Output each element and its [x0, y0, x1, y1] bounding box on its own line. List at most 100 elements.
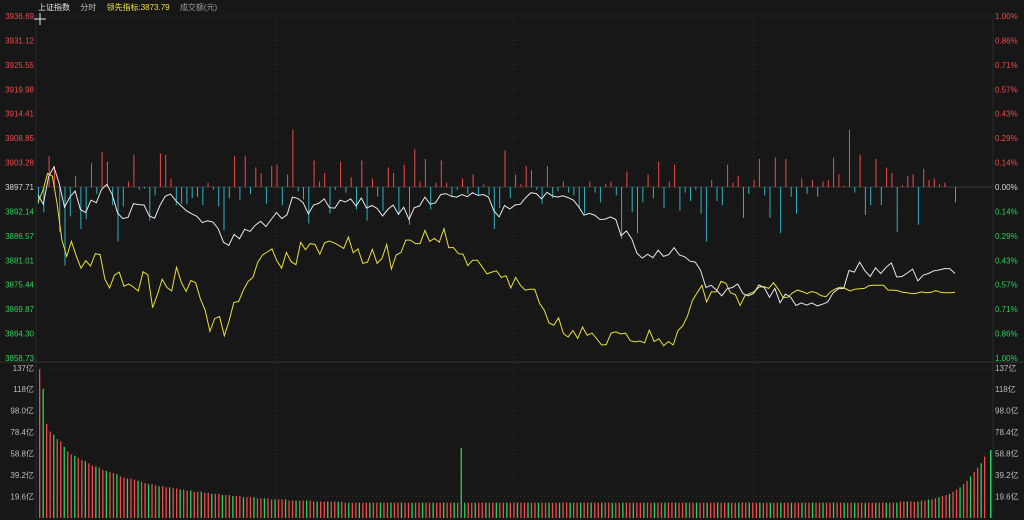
- momentum-bar: [796, 187, 797, 214]
- momentum-bar: [101, 152, 103, 187]
- volume-bar: [555, 502, 557, 518]
- volume-bar: [910, 501, 912, 518]
- price-tick-label: 3925.55: [5, 61, 34, 70]
- volume-bar: [703, 502, 705, 518]
- volume-bar: [225, 495, 227, 518]
- momentum-bar: [774, 157, 776, 187]
- volume-bar: [646, 502, 649, 518]
- volume-bar: [379, 502, 382, 518]
- volume-bar: [548, 502, 550, 518]
- momentum-bar: [684, 187, 686, 193]
- momentum-bar: [843, 185, 845, 187]
- momentum-bar: [621, 187, 623, 239]
- volume-bar: [98, 467, 100, 518]
- percent-tick-label: 1.00%: [995, 354, 1018, 363]
- volume-bar: [927, 499, 930, 518]
- momentum-bar: [822, 181, 824, 187]
- percent-tick-label: 0.29%: [995, 232, 1018, 241]
- tab-intraday[interactable]: 分时: [80, 3, 97, 12]
- momentum-bar: [75, 175, 77, 187]
- momentum-bar: [387, 167, 389, 187]
- volume-bar: [60, 441, 62, 518]
- percent-tick-label: 0.43%: [995, 110, 1018, 119]
- volume-bar: [755, 502, 757, 518]
- price-axis-left: 3936.69 3931.12 3925.55 3919.98 3914.41 3908.…: [5, 12, 34, 363]
- momentum-bar: [440, 160, 442, 187]
- volume-bar: [263, 498, 266, 518]
- momentum-bar: [615, 187, 617, 196]
- volume-bar: [562, 502, 564, 518]
- volume-bar: [428, 502, 431, 518]
- volume-bar: [393, 502, 396, 518]
- volume-label: 成交额(元): [179, 3, 218, 12]
- volume-bar: [67, 451, 69, 518]
- volume-bar: [899, 501, 901, 518]
- volume-bar: [878, 502, 880, 518]
- volume-bar: [530, 502, 533, 518]
- momentum-bar: [48, 156, 50, 187]
- index-name[interactable]: 上证指数: [38, 3, 70, 12]
- volume-axis-left: 137亿 118亿 98.0亿 78.4亿 58.8亿 39.2亿 19.6亿: [10, 363, 34, 502]
- volume-bar: [941, 496, 944, 518]
- momentum-bar: [870, 187, 872, 206]
- volume-bar: [383, 502, 385, 518]
- momentum-bar: [562, 181, 564, 187]
- volume-bar: [811, 502, 814, 518]
- volume-tick-label: 58.8亿: [995, 449, 1019, 459]
- volume-bar: [882, 502, 884, 518]
- momentum-bar: [345, 187, 347, 193]
- volume-bar: [850, 502, 852, 518]
- momentum-bar: [122, 187, 124, 207]
- volume-bar: [260, 498, 262, 518]
- volume-bar: [541, 502, 543, 518]
- momentum-bar: [605, 184, 607, 187]
- momentum-bar: [371, 178, 373, 187]
- momentum-bar: [472, 174, 474, 187]
- momentum-bar: [811, 180, 813, 187]
- volume-bar: [320, 501, 322, 518]
- volume-bar: [162, 486, 164, 518]
- momentum-bar: [191, 187, 193, 199]
- volume-bar: [77, 457, 79, 518]
- momentum-bar: [159, 153, 161, 187]
- momentum-bar: [175, 187, 177, 206]
- volume-bar: [376, 502, 378, 518]
- volume-bar: [369, 502, 371, 518]
- volume-bar: [39, 369, 41, 518]
- volume-bar: [773, 502, 775, 518]
- volume-bar: [246, 497, 248, 518]
- volume-bar: [569, 502, 571, 518]
- volume-bar: [566, 502, 568, 518]
- volume-bar: [776, 502, 778, 518]
- momentum-bar: [907, 175, 909, 187]
- momentum-bar: [234, 156, 236, 187]
- volume-bar: [934, 498, 937, 518]
- momentum-bar: [212, 187, 214, 190]
- volume-bar: [671, 502, 673, 518]
- volume-bar: [643, 502, 645, 518]
- volume-bar: [151, 484, 153, 518]
- momentum-bar: [520, 184, 522, 187]
- momentum-bar: [133, 154, 135, 187]
- momentum-bar: [244, 156, 246, 187]
- chart-grid: [0, 15, 1024, 518]
- volume-bar: [256, 498, 259, 518]
- volume-bar: [337, 501, 339, 518]
- volume-bar: [516, 502, 519, 518]
- momentum-bar: [838, 174, 840, 187]
- volume-bar: [797, 502, 800, 518]
- percent-tick-label: 0.57%: [995, 281, 1018, 290]
- volume-bar: [242, 497, 245, 518]
- volume-bar: [425, 502, 427, 518]
- volume-bar: [193, 491, 195, 518]
- momentum-bar: [594, 187, 596, 193]
- volume-bar: [176, 488, 178, 518]
- momentum-bar: [758, 159, 760, 187]
- momentum-bar: [827, 180, 829, 187]
- volume-bar: [284, 499, 287, 518]
- momentum-bar: [642, 187, 644, 203]
- momentum-bar: [477, 187, 479, 196]
- volume-bar: [762, 502, 764, 518]
- momentum-bar: [260, 173, 262, 187]
